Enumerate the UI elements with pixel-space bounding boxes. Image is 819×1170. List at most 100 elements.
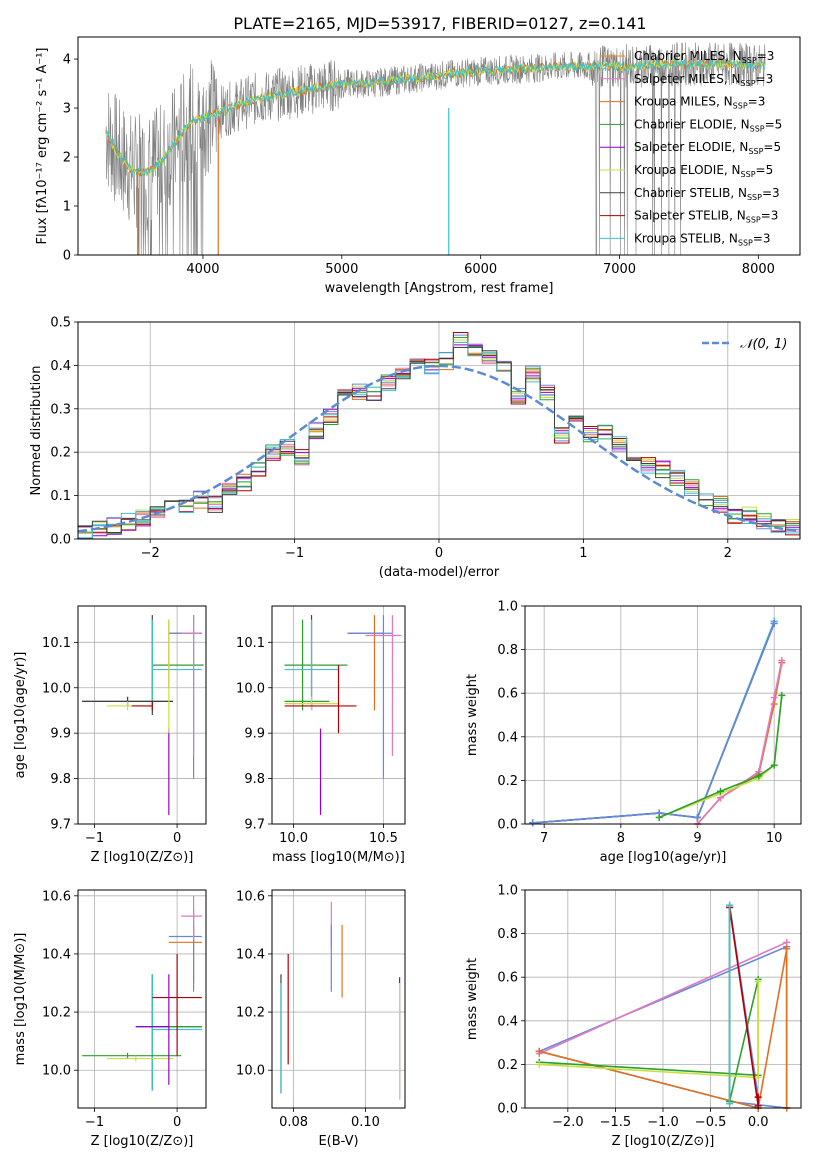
y-tick-label: 0.4	[50, 359, 71, 374]
x-tick-label: −1.0	[647, 1115, 679, 1130]
y-tick-label: 0.4	[497, 730, 518, 745]
y-tick-label: 9.9	[50, 727, 71, 742]
y-tick-label: 10.4	[42, 947, 71, 962]
axes-frame	[524, 889, 802, 1109]
y-tick-label: 9.8	[50, 772, 71, 787]
x-tick-label: 1	[579, 546, 587, 561]
y-tick-label: 0.2	[497, 774, 518, 789]
weight-vs-Z-panel: −2.0 −1.5 −1.0 −0.5 0.0 0.0 0.2 0.4 0.6 0.8 1.0 Z […	[465, 884, 802, 1149]
y-axis-label: mass [log10(M/M⊙)]	[13, 933, 28, 1066]
x-tick-label: −1.5	[600, 1115, 632, 1130]
x-tick-label: 9	[693, 831, 701, 846]
data-point-marker	[529, 819, 537, 827]
histograms	[77, 332, 801, 540]
x-tick-label: 7	[540, 831, 548, 846]
legend-label: Chabrier MILES, NSSP=3	[634, 49, 774, 65]
axes-frame	[524, 605, 802, 825]
y-axis-label: Normed distribution	[29, 366, 44, 496]
x-tick-label: 0.08	[279, 1115, 308, 1130]
y-tick-label: 0.0	[497, 1102, 518, 1117]
y-tick-label: 0.3	[50, 402, 71, 417]
y-tick-label: 0	[63, 249, 71, 264]
x-tick-label: 0	[173, 1115, 181, 1130]
data-point-marker	[535, 1060, 543, 1068]
series-line	[532, 621, 775, 824]
x-tick-label: 5000	[325, 262, 358, 277]
weight-vs-Z-lines	[535, 901, 791, 1112]
y-tick-label: 10.1	[42, 636, 71, 651]
legend-label: Salpeter STELIB, NSSP=3	[634, 209, 778, 225]
y-tick-label: 2	[63, 151, 71, 166]
x-axis-label: Z [log10(Z/Z⊙)]	[91, 1134, 194, 1149]
legend-label: Kroupa MILES, NSSP=3	[634, 95, 765, 111]
x-tick-label: −1	[85, 1115, 104, 1130]
y-axis-label: mass weight	[465, 674, 480, 756]
y-tick-label: 9.7	[50, 818, 71, 833]
series-line	[696, 660, 783, 825]
data-point-marker	[770, 700, 778, 708]
y-tick-label: 9.8	[244, 772, 265, 787]
model-spectrum-line	[105, 58, 765, 177]
x-axis-label: age [log10(age/yr)]	[600, 850, 727, 865]
mass-vs-Z-errorbars	[82, 895, 202, 1091]
x-tick-label: −1	[285, 546, 304, 561]
x-axis-label: mass [log10(M/M⊙)]	[272, 850, 405, 865]
legend-label: Salpeter MILES, NSSP=3	[634, 72, 773, 88]
x-tick-label: 2	[724, 546, 732, 561]
y-tick-label: 0.6	[497, 971, 518, 986]
data-point-marker	[783, 945, 791, 953]
y-tick-label: 10.4	[236, 947, 265, 962]
mass-vs-EBV-panel: 0.08 0.10 10.0 10.2 10.4 10.6 E(B-V)	[236, 889, 406, 1149]
data-point-marker	[778, 691, 786, 699]
y-tick-label: 0.8	[497, 643, 518, 658]
x-tick-label: 0	[173, 831, 181, 846]
x-axis-label: Z [log10(Z/Z⊙)]	[612, 1134, 715, 1149]
y-tick-label: 0.1	[50, 489, 71, 504]
data-point-marker	[783, 938, 791, 946]
y-tick-label: 10.0	[42, 681, 71, 696]
series-line	[696, 662, 783, 825]
x-tick-label: −1	[85, 831, 104, 846]
y-tick-label: 10.0	[42, 1064, 71, 1079]
y-tick-label: 10.6	[42, 889, 71, 904]
mass-vs-Z-panel: −1 0 10.0 10.2 10.4 10.6 Z [log10(Z/Z⊙)] mass […	[13, 889, 207, 1149]
age-vs-mass-errorbars	[284, 615, 402, 815]
x-axis-label: E(B-V)	[318, 1134, 358, 1149]
axes-frame	[77, 889, 207, 1109]
y-tick-label: 10.0	[236, 1064, 265, 1079]
y-tick-label: 10.0	[236, 681, 265, 696]
mass-vs-EBV-errorbars	[280, 901, 401, 1100]
residuals-panel: −2 −1 0 1 2 0.0 0.1 0.2 0.3 0.4 0.5 (data-model)/er…	[29, 316, 801, 580]
x-tick-label: 0.10	[351, 1115, 380, 1130]
x-tick-label: 8000	[742, 262, 775, 277]
y-tick-label: 9.9	[244, 727, 265, 742]
legend-label: Chabrier STELIB, NSSP=3	[634, 186, 780, 202]
x-tick-label: 8	[617, 831, 625, 846]
data-point-marker	[754, 1073, 762, 1081]
x-tick-label: −2.0	[552, 1115, 584, 1130]
data-point-marker	[770, 694, 778, 702]
legend-label: Chabrier ELODIE, NSSP=5	[634, 117, 782, 133]
legend-label: Salpeter ELODIE, NSSP=5	[634, 140, 781, 156]
histogram-step	[78, 346, 800, 533]
y-tick-label: 1.0	[497, 600, 518, 615]
x-tick-label: 10.0	[279, 831, 308, 846]
x-tick-label: 10.5	[369, 831, 398, 846]
age-vs-mass-panel: 10.0 10.5 9.7 9.8 9.9 10.0 10.1 mass [log10(M/M…	[236, 605, 406, 865]
y-tick-label: 10.1	[236, 636, 265, 651]
y-tick-label: 0.0	[50, 533, 71, 548]
axes-frame	[77, 321, 801, 540]
y-tick-label: 10.2	[236, 1006, 265, 1021]
x-tick-label: 0	[435, 546, 443, 561]
axes-frame	[77, 605, 207, 825]
y-tick-label: 0.2	[50, 446, 71, 461]
y-axis-label: Flux [fλ10⁻¹⁷ erg cm⁻² s⁻¹ A⁻¹]	[35, 48, 50, 245]
axes-frame	[271, 889, 406, 1109]
x-tick-label: 4000	[186, 262, 219, 277]
x-tick-label: 6000	[464, 262, 497, 277]
spectrum-traces	[105, 42, 766, 255]
y-tick-label: 0.0	[497, 818, 518, 833]
series-line	[539, 981, 759, 1079]
x-axis-label: wavelength [Angstrom, rest frame]	[325, 281, 554, 296]
